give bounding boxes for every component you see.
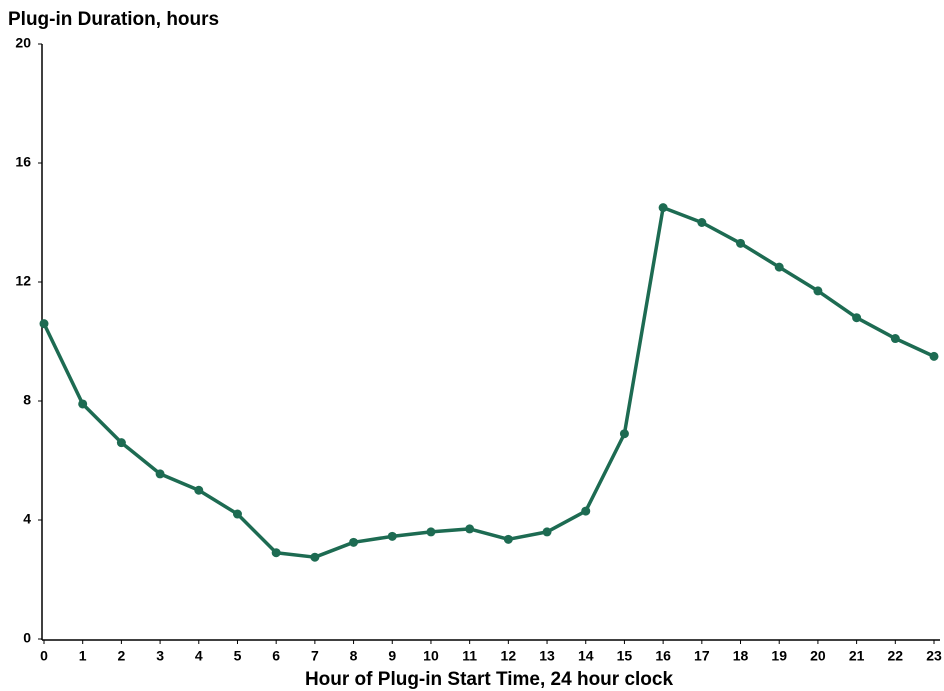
chart-title: Plug-in Duration, hours (8, 9, 219, 30)
x-tick-label: 17 (694, 648, 710, 664)
x-tick-label: 23 (926, 648, 942, 664)
data-point (929, 351, 939, 361)
y-tick-label: 8 (23, 392, 31, 408)
data-point (619, 429, 629, 439)
x-tick-label: 20 (810, 648, 826, 664)
data-point (658, 203, 668, 213)
data-point (116, 438, 126, 448)
x-tick-label: 9 (388, 648, 396, 664)
data-point (813, 286, 823, 296)
x-tick-label: 21 (849, 648, 865, 664)
x-tick-label: 10 (423, 648, 439, 664)
x-tick-label: 0 (40, 648, 48, 664)
x-tick-label: 14 (578, 648, 594, 664)
data-point (503, 534, 513, 544)
x-tick-label: 13 (539, 648, 555, 664)
data-point (736, 238, 746, 248)
data-point (194, 485, 204, 495)
x-tick-label: 3 (156, 648, 164, 664)
data-point (271, 548, 281, 558)
x-tick-label: 6 (272, 648, 280, 664)
y-tick-label: 20 (15, 35, 31, 51)
x-tick-label: 2 (117, 648, 125, 664)
data-point (697, 218, 707, 227)
x-tick-label: 11 (462, 648, 477, 664)
y-tick-label: 16 (15, 154, 31, 170)
x-tick-label: 12 (501, 648, 517, 664)
data-point (465, 524, 475, 534)
data-point (349, 537, 359, 547)
x-tick-label: 7 (311, 648, 319, 664)
y-tick-label: 12 (15, 273, 31, 289)
series-line (42, 205, 935, 559)
data-point (426, 527, 436, 537)
x-tick-label: 1 (79, 648, 87, 664)
data-point (387, 531, 397, 541)
y-tick-label: 4 (23, 511, 31, 527)
data-point (155, 469, 165, 479)
data-point (542, 527, 552, 537)
x-tick-label: 18 (733, 648, 749, 664)
x-tick-label: 16 (655, 648, 671, 664)
data-point (774, 262, 784, 272)
data-point (78, 399, 88, 409)
x-tick-label: 5 (234, 648, 242, 664)
data-point (232, 509, 242, 519)
x-tick-label: 8 (350, 648, 358, 664)
data-point (310, 552, 320, 562)
x-tick-label: 19 (771, 648, 787, 664)
x-axis-title: Hour of Plug-in Start Time, 24 hour cloc… (305, 669, 674, 690)
x-tick-label: 15 (617, 648, 633, 664)
y-tick-label: 0 (23, 630, 31, 646)
data-point (39, 319, 49, 329)
data-point (581, 506, 591, 516)
data-point (852, 313, 862, 323)
data-point (890, 334, 900, 344)
x-tick-label: 22 (888, 648, 904, 664)
x-tick-label: 4 (195, 648, 203, 664)
